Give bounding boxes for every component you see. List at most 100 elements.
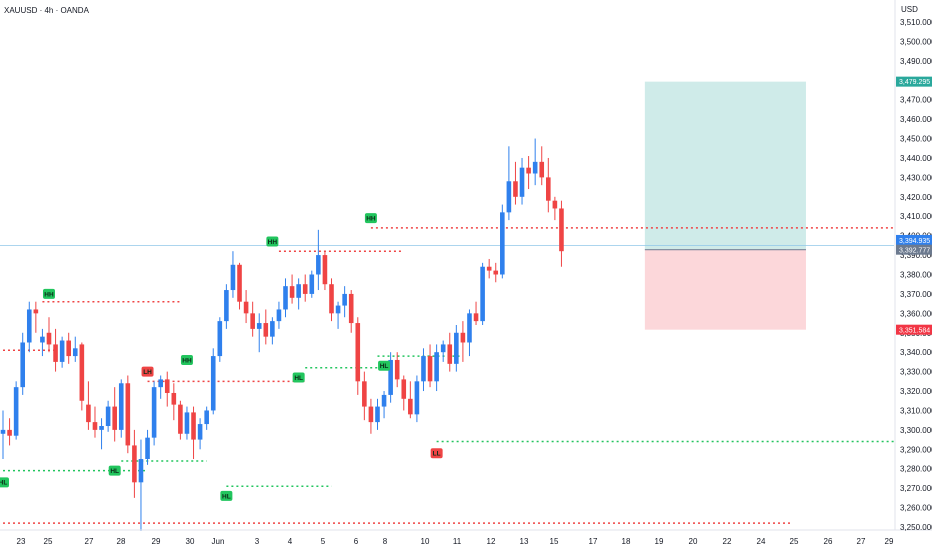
pivot-tag-box (141, 366, 154, 377)
candle-body (552, 200, 558, 209)
entry-price-badge: 3,392.777 (896, 244, 932, 255)
candle (132, 429, 137, 498)
pivot-tag-hh: HH (266, 236, 279, 247)
price-tick-label: 3,270.000 (900, 484, 932, 493)
time-tick-label: 27 (857, 537, 866, 546)
candle-body (112, 406, 117, 430)
time-tick-label: 3 (255, 537, 260, 546)
candle (434, 344, 439, 392)
pivot-tag-box (108, 465, 121, 476)
target-zone (644, 81, 806, 250)
candle (408, 381, 413, 419)
candle (79, 342, 85, 411)
candle (526, 156, 531, 190)
candle (539, 146, 545, 186)
candle-body (519, 167, 525, 197)
candle-body (394, 359, 400, 380)
candle-body (526, 167, 531, 174)
price-tick-label: 3,430.000 (900, 173, 932, 182)
candle (394, 352, 400, 388)
pivot-tag-label: HL (110, 468, 119, 475)
candle-body (171, 392, 177, 405)
candle (460, 321, 466, 362)
pivot-tag-box (364, 213, 377, 224)
candle (335, 301, 341, 329)
time-tick-label: 11 (453, 537, 462, 546)
candle-body (375, 406, 380, 423)
pivot-tag-hh: HH (42, 288, 55, 299)
candle-body (440, 344, 446, 353)
pivot-tags: HH HL HL LH HH HL HH HL HH HL LL (0, 213, 443, 501)
candle-body (0, 429, 6, 434)
candle-body (486, 266, 492, 271)
candle (164, 371, 170, 407)
price-tick-label: 3,250.000 (900, 523, 932, 532)
candle-body (421, 356, 426, 382)
price-tick-label: 3,290.000 (900, 445, 932, 454)
candle-body (454, 332, 459, 364)
time-tick-label: 28 (117, 537, 126, 546)
candle (467, 309, 472, 357)
time-tick-label: 8 (383, 537, 388, 546)
pivot-tag-label: HH (366, 216, 376, 223)
price-tick-label: 3,260.000 (900, 504, 932, 513)
candle (7, 418, 12, 446)
pivot-tag-hl: HL (220, 490, 233, 501)
candle (427, 344, 433, 388)
candle (217, 317, 223, 362)
candle-body (263, 323, 269, 337)
candle (204, 406, 209, 430)
candle-body (243, 301, 249, 314)
stop-price-badge-box (896, 324, 932, 335)
time-axis[interactable]: 23 25 27 28 29 30 Jun 3 4 5 6 8 10 11 12 13 15 17 18 19 20 22… (17, 537, 894, 546)
candle-body (480, 266, 485, 322)
candle-body (178, 404, 183, 434)
pivot-tag-label: HH (268, 239, 278, 246)
candle-body (118, 383, 124, 430)
candle-body (559, 208, 564, 252)
candle (368, 398, 374, 434)
time-tick-label: 12 (487, 537, 496, 546)
candles (0, 138, 564, 531)
stop-price-badge: 3,351.584 (896, 324, 932, 335)
candle-body (276, 309, 282, 322)
time-tick-label: 27 (85, 537, 94, 546)
candle (92, 406, 98, 438)
candle (171, 383, 177, 421)
candle (296, 278, 301, 310)
candle-body (230, 264, 236, 291)
candle (506, 146, 512, 221)
candle-body (309, 274, 315, 294)
pivot-tag-box (42, 288, 55, 299)
candle (348, 290, 354, 333)
candle-body (40, 336, 45, 343)
price-tick-label: 3,460.000 (900, 115, 932, 124)
time-tick-label: 4 (288, 537, 293, 546)
candle-body (532, 161, 538, 174)
candle (552, 196, 558, 221)
candle (289, 274, 295, 304)
price-tick-label: 3,510.000 (900, 18, 932, 27)
candle-body (283, 286, 288, 310)
candle-body (197, 424, 203, 440)
candle (342, 286, 347, 318)
current-price-badge-text: 3,394.935 (899, 238, 930, 245)
candle-body (59, 340, 65, 362)
candle-body (151, 387, 157, 438)
time-tick-label: 30 (186, 537, 195, 546)
candle (316, 229, 321, 291)
candle-body (191, 412, 196, 440)
pivot-tag-label: HL (222, 493, 231, 500)
candle-body (217, 321, 223, 357)
pivot-tag-box (180, 354, 193, 365)
candle-body (53, 344, 58, 362)
price-tick-label: 3,340.000 (900, 348, 932, 357)
candle-body (250, 313, 255, 329)
pivot-tag-box (378, 360, 391, 371)
candle (256, 313, 262, 353)
candle-body (164, 379, 170, 393)
time-tick-label: 25 (790, 537, 799, 546)
candle (513, 161, 518, 205)
price-tick-label: 3,470.000 (900, 96, 932, 105)
